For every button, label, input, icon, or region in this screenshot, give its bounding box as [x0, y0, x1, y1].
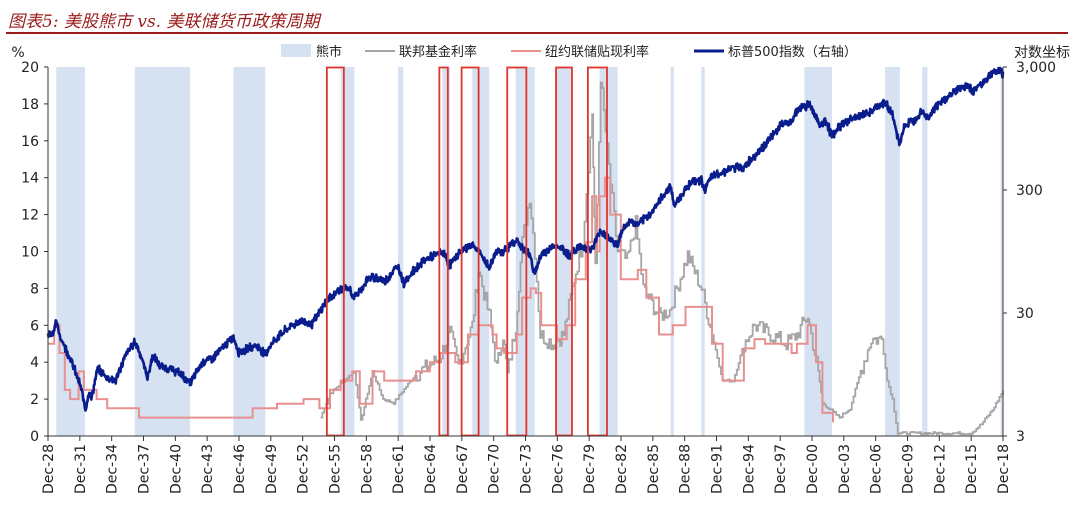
x-tick-label: Dec-79: [582, 444, 598, 494]
x-tick-label: Dec-76: [550, 444, 566, 494]
bear-market-band: [670, 67, 674, 436]
y-right-tick-label: 300: [1016, 183, 1043, 199]
x-tick-label: Dec-70: [487, 444, 503, 494]
x-tick-label: Dec-55: [328, 444, 344, 494]
y-left-tick-label: 20: [21, 60, 39, 76]
y-right-tick-label: 3: [1016, 429, 1025, 445]
x-tick-label: Dec-34: [105, 444, 121, 494]
legend-label-sp500: 标普500指数（右轴）: [728, 45, 857, 60]
x-tick-label: Dec-58: [359, 444, 375, 494]
y-left-tick-label: 6: [30, 318, 39, 334]
x-tick-label: Dec-40: [168, 444, 184, 494]
y-left-tick-label: 16: [21, 134, 39, 150]
legend: 熊市 联邦基金利率 纽约联储贴现利率 标普500指数（右轴）: [281, 44, 857, 60]
y-left-tick-label: 4: [30, 355, 39, 371]
bear-market-band: [134, 67, 190, 436]
bear-market-band: [397, 67, 404, 436]
legend-swatch-bear: [281, 44, 311, 57]
bear-market-band: [56, 67, 85, 436]
y-right-tick-label: 3,000: [1016, 60, 1056, 76]
y-left-tick-label: 8: [30, 281, 39, 297]
x-tick-label: Dec-00: [805, 444, 821, 494]
discount-rate-line: [48, 176, 834, 423]
y-left-tick-label: 18: [21, 97, 39, 113]
bear-market-band: [922, 67, 928, 436]
x-tick-label: Dec-06: [869, 444, 885, 494]
y-left-tick-label: 10: [21, 245, 39, 261]
x-tick-label: Dec-88: [678, 444, 694, 494]
legend-label-bear: 熊市: [316, 44, 342, 60]
title-rule: [6, 32, 1068, 34]
x-tick-label: Dec-12: [932, 444, 948, 494]
bear-market-band: [233, 67, 266, 436]
fed-funds-line: [320, 81, 1004, 436]
x-tick-label: Dec-43: [200, 444, 216, 494]
x-tick-label: Dec-28: [41, 444, 57, 494]
y-left-tick-label: 0: [30, 429, 39, 445]
x-tick-label: Dec-31: [73, 444, 89, 494]
x-tick-label: Dec-61: [391, 444, 407, 494]
x-tick-label: Dec-67: [455, 444, 471, 494]
x-tick-label: Dec-94: [741, 444, 757, 494]
x-tick-label: Dec-73: [519, 444, 535, 494]
x-tick-label: Dec-18: [996, 444, 1012, 494]
x-tick-label: Dec-97: [773, 444, 789, 494]
x-tick-label: Dec-15: [964, 444, 980, 494]
bear-market-band: [442, 67, 450, 436]
x-tick-label: Dec-91: [710, 444, 726, 494]
bear-market-band: [701, 67, 705, 436]
legend-label-fed-funds: 联邦基金利率: [399, 44, 477, 60]
discount-rate-series: [48, 176, 834, 423]
y-right-tick-label: 30: [1016, 306, 1034, 322]
bear-market-band: [1000, 67, 1003, 436]
x-tick-label: Dec-03: [837, 444, 853, 494]
x-tick-label: Dec-82: [614, 444, 630, 494]
y-left-tick-label: 12: [21, 208, 39, 224]
y-left-tick-label: 14: [21, 171, 39, 187]
x-tick-label: Dec-09: [901, 444, 917, 494]
bear-market-band: [599, 67, 618, 436]
y-left-tick-label: 2: [30, 392, 39, 408]
y-right-axis-label: 对数坐标: [1014, 45, 1070, 61]
fed-funds-series: [320, 81, 1004, 436]
y-left-axis-label: %: [11, 45, 24, 61]
x-tick-label: Dec-37: [137, 444, 153, 494]
x-tick-label: Dec-52: [296, 444, 312, 494]
x-tick-label: Dec-46: [232, 444, 248, 494]
bear-market-band: [885, 67, 900, 436]
x-tick-label: Dec-85: [646, 444, 662, 494]
x-tick-label: Dec-49: [264, 444, 280, 494]
x-tick-label: Dec-64: [423, 444, 439, 494]
figure-title: 图表5: 美股熊市 vs. 美联储货币政策周期: [8, 12, 320, 32]
bear-market-shading: [56, 67, 1003, 436]
legend-label-discount: 纽约联储贴现利率: [545, 44, 649, 60]
